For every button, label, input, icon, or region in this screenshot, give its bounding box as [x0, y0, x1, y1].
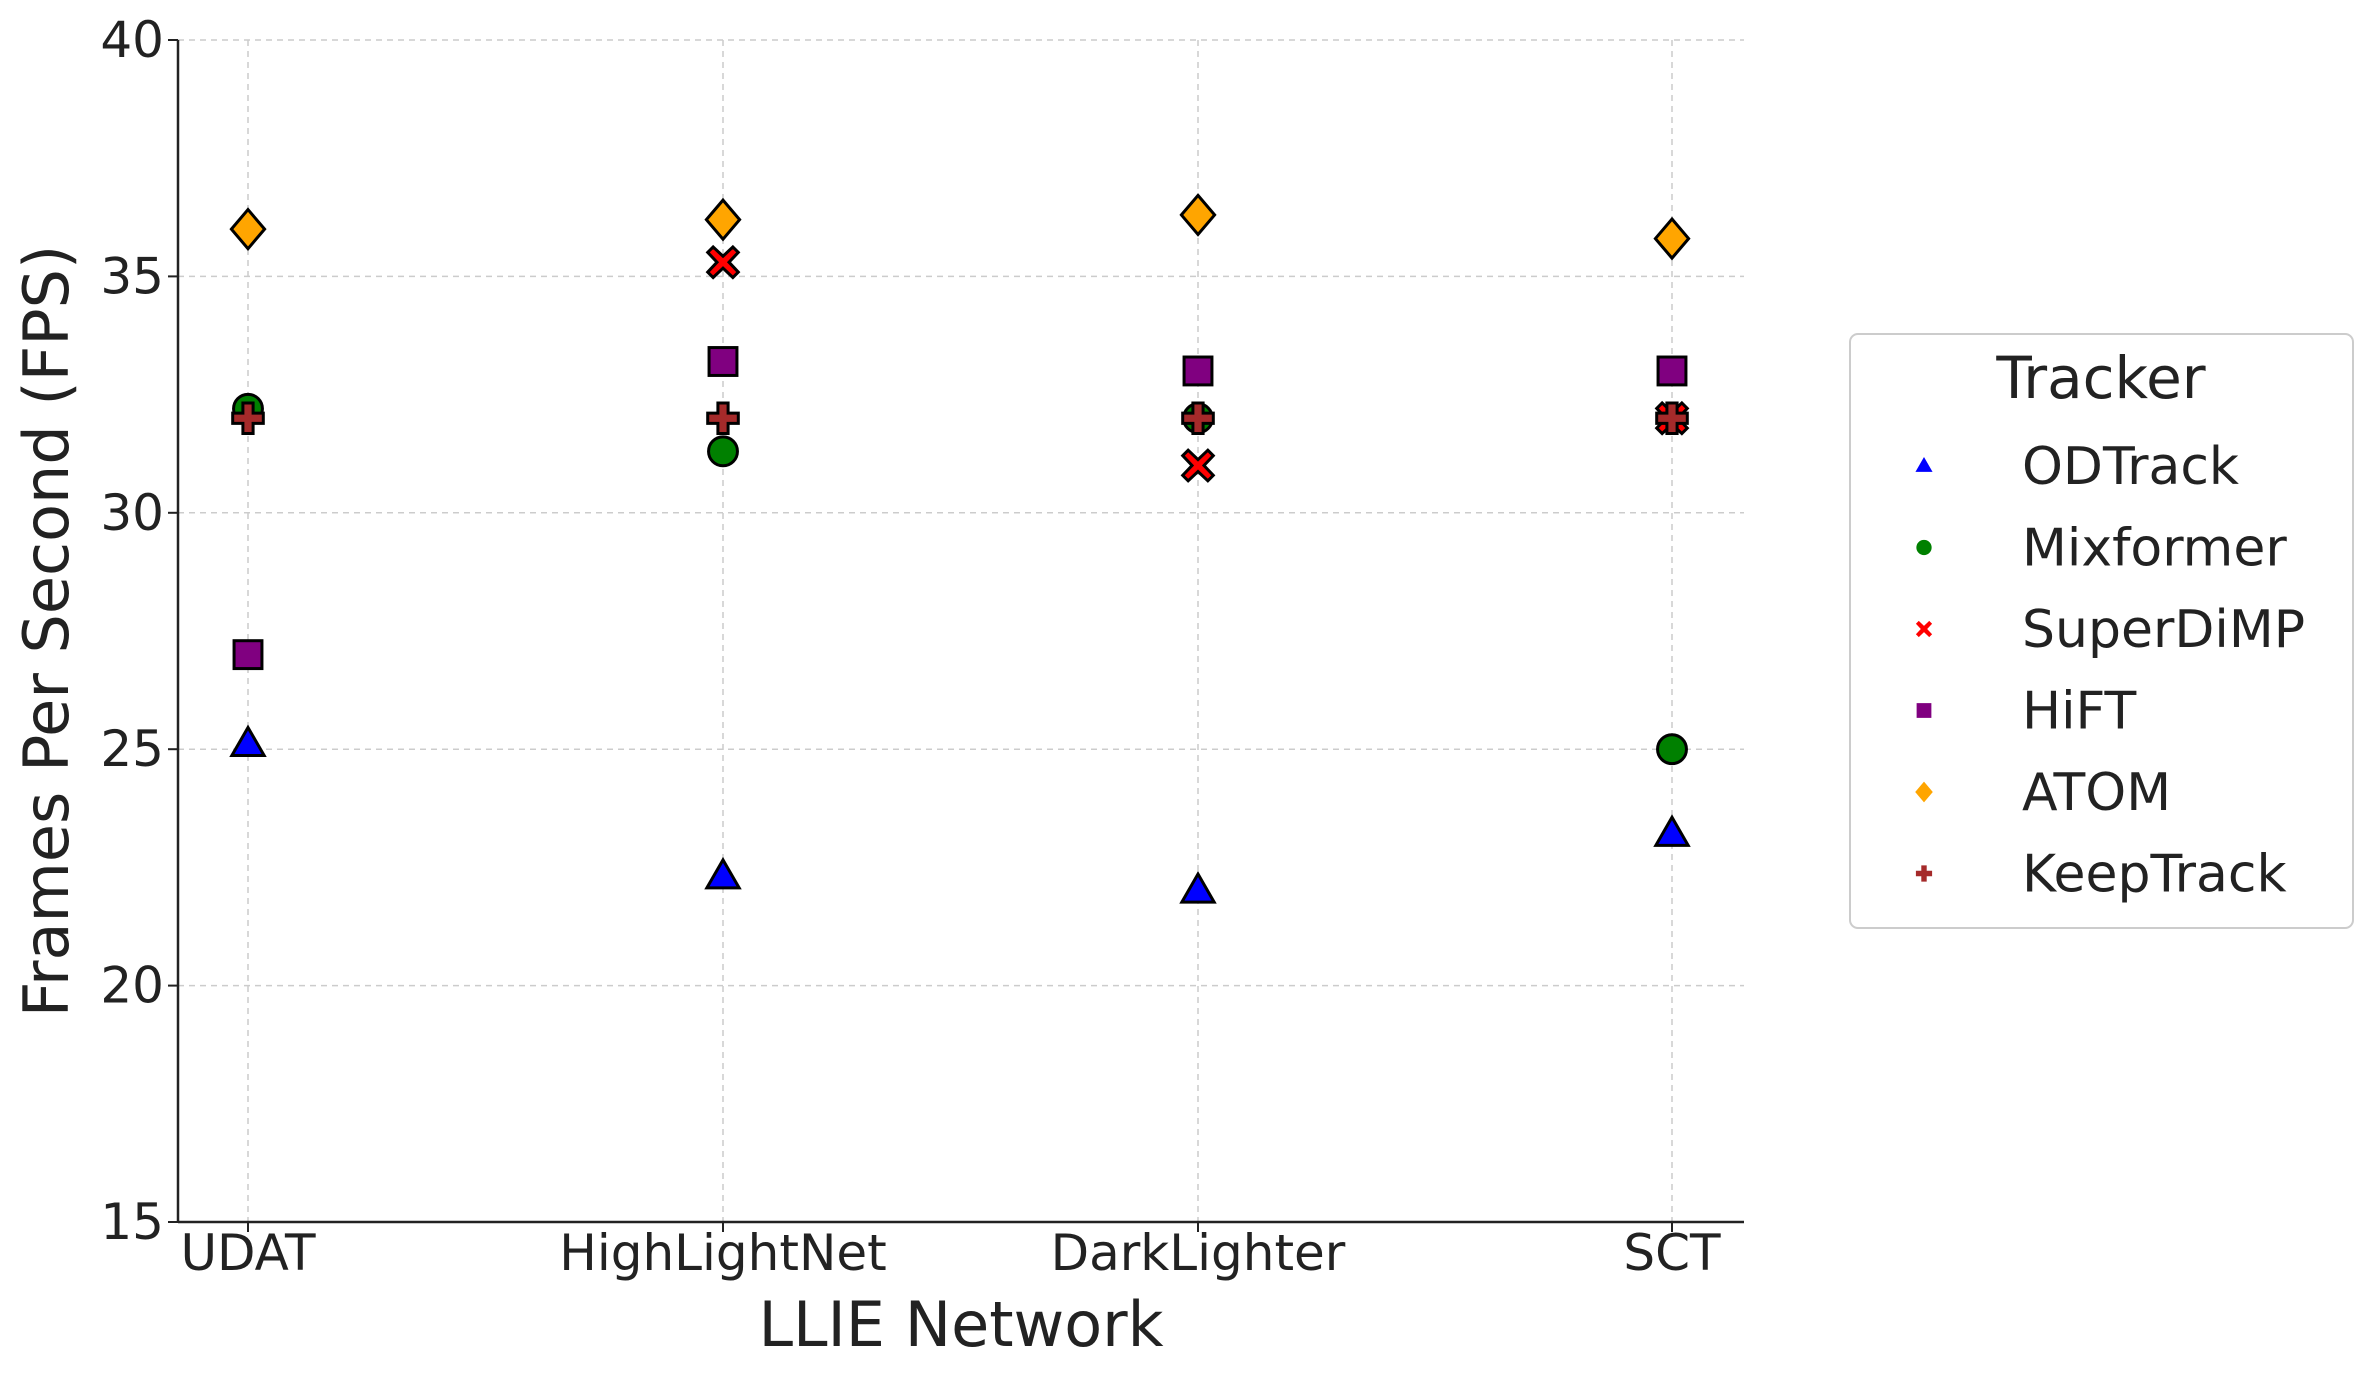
legend-label: HiFT [2022, 682, 2137, 742]
legend-marker-keeptrack [1915, 865, 1933, 882]
legend-label: ATOM [2022, 763, 2171, 823]
y-tick-label: 40 [100, 11, 164, 69]
legend-marker-odtrack [1915, 457, 1933, 472]
data-point-superdimp [1180, 448, 1216, 483]
x-axis-label: LLIE Network [758, 1288, 1163, 1361]
data-point-keeptrack [706, 401, 740, 436]
data-point-keeptrack [1181, 401, 1215, 436]
axes [176, 40, 1744, 1224]
x-tick-label: HighLightNet [559, 1224, 886, 1282]
data-point-atom [704, 197, 742, 242]
data-point-odtrack [1653, 814, 1691, 847]
x-tick-label: SCT [1623, 1224, 1721, 1282]
x-tick-labels: UDAT HighLightNet DarkLighter SCT [180, 1222, 1721, 1282]
legend-marker-hift [1916, 703, 1932, 718]
legend: Tracker ODTrack Mixformer SuperDiMP HiFT ATO… [1849, 333, 2354, 929]
data-point-atom [1179, 193, 1217, 237]
y-tick-label: 35 [100, 247, 164, 305]
data-point-odtrack [229, 724, 267, 758]
data-point-superdimp [705, 244, 741, 280]
legend-box [1849, 333, 2354, 929]
legend-label: KeepTrack [2022, 845, 2287, 905]
legend-items: ODTrack Mixformer SuperDiMP HiFT ATOM KeepTra… [1915, 437, 2305, 905]
data-point-keeptrack [231, 401, 265, 436]
y-tick-label: 15 [100, 1193, 164, 1251]
legend-marker-mixformer [1916, 539, 1932, 556]
data-points [229, 193, 1691, 904]
data-point-keeptrack [1655, 401, 1689, 436]
data-point-hift [1656, 355, 1688, 387]
x-tick-label: UDAT [180, 1224, 316, 1282]
y-tick-label: 25 [100, 720, 164, 778]
data-point-odtrack [704, 856, 742, 890]
legend-label: Mixformer [2022, 519, 2287, 579]
x-tick-label: DarkLighter [1051, 1224, 1346, 1282]
legend-title: Tracker [1995, 344, 2205, 412]
data-point-hift [707, 346, 739, 377]
data-point-mixformer [1656, 733, 1688, 766]
legend-marker-atom [1915, 781, 1933, 803]
legend-label: ODTrack [2022, 437, 2239, 497]
legend-label: SuperDiMP [2022, 600, 2305, 660]
data-point-atom [1653, 216, 1691, 261]
y-tick-label: 30 [100, 484, 164, 542]
data-point-hift [232, 639, 264, 671]
y-axis-label: Frames Per Second (FPS) [10, 245, 83, 1017]
data-point-mixformer [707, 435, 739, 468]
data-point-hift [1182, 355, 1214, 387]
data-point-odtrack [1179, 871, 1217, 904]
legend-marker-superdimp [1915, 620, 1933, 638]
y-tick-label: 20 [100, 957, 164, 1015]
data-point-atom [229, 207, 267, 251]
y-tick-labels: 15 20 25 30 35 40 [100, 11, 178, 1251]
